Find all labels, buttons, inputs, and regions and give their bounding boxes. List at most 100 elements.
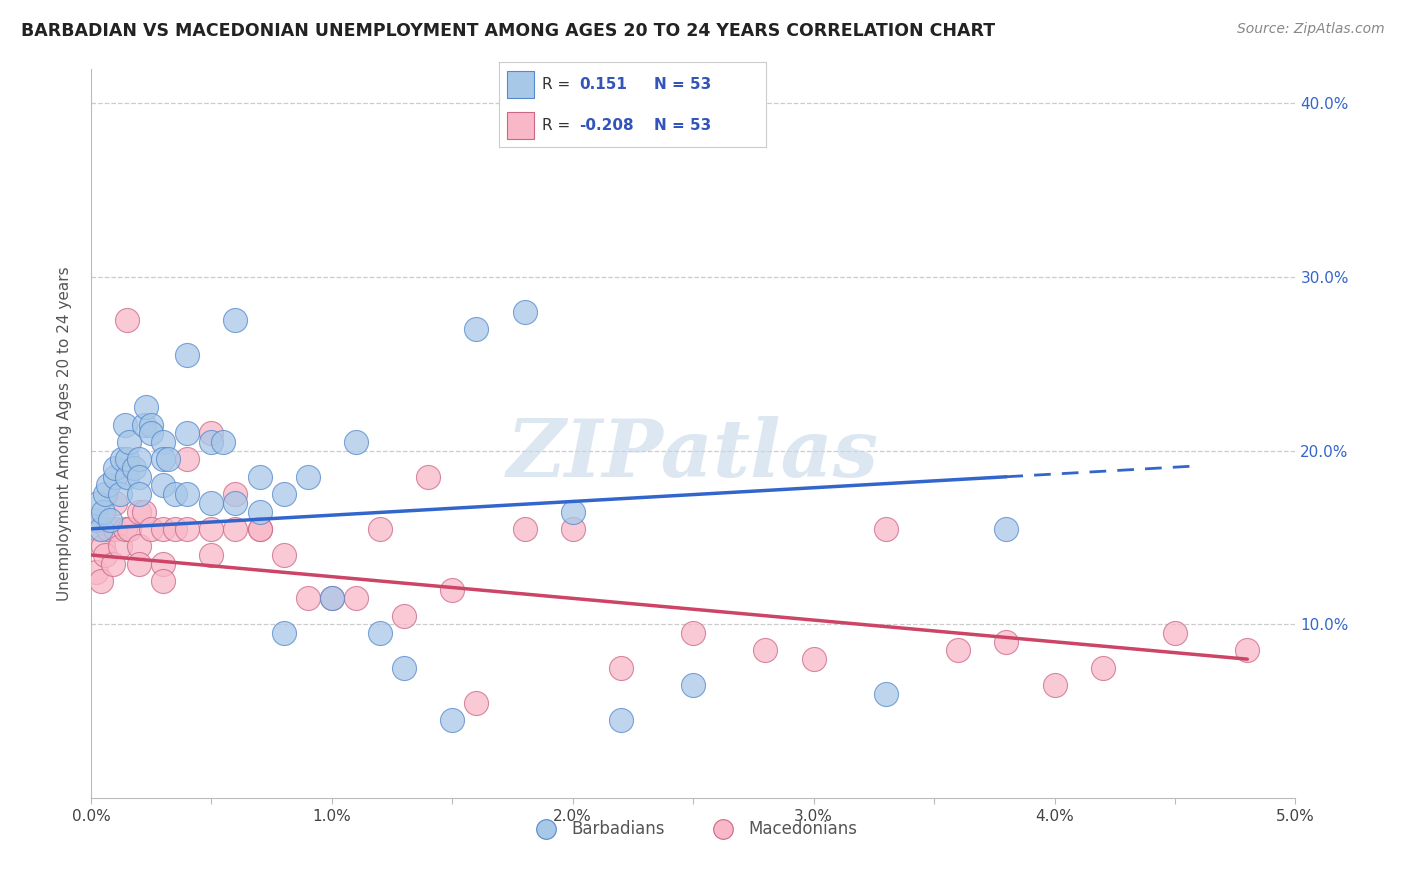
Point [152, 522, 174, 536]
Point [115, 313, 138, 327]
Point [157, 452, 180, 467]
Point [94, 548, 117, 562]
Point [610, 713, 633, 727]
Text: ZIPatlas: ZIPatlas [508, 417, 879, 494]
Text: N = 53: N = 53 [654, 118, 711, 133]
Point [111, 452, 134, 467]
Point [682, 626, 704, 640]
Point [200, 548, 222, 562]
Point [152, 435, 174, 450]
Point [754, 643, 776, 657]
Point [273, 626, 295, 640]
Point [115, 469, 138, 483]
Point [344, 591, 367, 606]
Point [803, 652, 825, 666]
Bar [508, 71, 534, 98]
Point [128, 539, 150, 553]
Point [101, 557, 124, 571]
Point [165, 522, 187, 536]
Point [141, 417, 163, 432]
Point [152, 452, 174, 467]
Point [97, 522, 120, 536]
Point [104, 522, 127, 536]
Point [441, 582, 464, 597]
Point [152, 478, 174, 492]
Point [128, 487, 150, 501]
Point [321, 591, 343, 606]
Point [1236, 643, 1258, 657]
Point [124, 461, 146, 475]
Point [128, 469, 150, 483]
Bar [508, 112, 534, 139]
Point [200, 426, 222, 441]
Point [118, 435, 141, 450]
Point [392, 661, 415, 675]
Point [344, 435, 367, 450]
Point [418, 469, 440, 483]
Point [128, 452, 150, 467]
Point [176, 348, 198, 362]
Point [91, 539, 114, 553]
Text: -0.208: -0.208 [579, 118, 634, 133]
Y-axis label: Unemployment Among Ages 20 to 24 years: Unemployment Among Ages 20 to 24 years [58, 266, 72, 600]
Point [465, 322, 488, 336]
Point [108, 539, 131, 553]
Point [118, 522, 141, 536]
Text: R =: R = [541, 118, 569, 133]
Text: BARBADIAN VS MACEDONIAN UNEMPLOYMENT AMONG AGES 20 TO 24 YEARS CORRELATION CHART: BARBADIAN VS MACEDONIAN UNEMPLOYMENT AMO… [21, 22, 995, 40]
Point [948, 643, 970, 657]
Point [875, 687, 897, 701]
Point [115, 452, 138, 467]
Point [200, 522, 222, 536]
Point [224, 496, 246, 510]
Legend: Barbadians, Macedonians: Barbadians, Macedonians [523, 814, 863, 845]
Point [249, 522, 271, 536]
Point [297, 591, 319, 606]
Point [224, 487, 246, 501]
Point [114, 522, 136, 536]
Point [135, 401, 157, 415]
Point [132, 504, 155, 518]
Text: R =: R = [541, 77, 569, 92]
Point [128, 504, 150, 518]
Point [200, 435, 222, 450]
Point [224, 313, 246, 327]
Point [132, 417, 155, 432]
Point [176, 426, 198, 441]
Point [875, 522, 897, 536]
Point [392, 608, 415, 623]
Point [682, 678, 704, 692]
Point [610, 661, 633, 675]
Point [104, 496, 127, 510]
Point [273, 487, 295, 501]
Point [297, 469, 319, 483]
Point [1091, 661, 1114, 675]
Point [152, 557, 174, 571]
Point [1043, 678, 1066, 692]
Point [368, 522, 391, 536]
Point [90, 574, 112, 588]
Text: Source: ZipAtlas.com: Source: ZipAtlas.com [1237, 22, 1385, 37]
Point [200, 496, 222, 510]
Point [995, 634, 1018, 648]
Point [249, 504, 271, 518]
Point [152, 574, 174, 588]
Point [108, 487, 131, 501]
Point [98, 513, 121, 527]
Point [141, 522, 163, 536]
Point [94, 487, 117, 501]
Point [995, 522, 1018, 536]
Point [176, 487, 198, 501]
Point [561, 504, 583, 518]
Point [87, 522, 110, 536]
Point [90, 522, 112, 536]
Point [321, 591, 343, 606]
Point [87, 496, 110, 510]
Text: 0.151: 0.151 [579, 77, 627, 92]
Point [249, 522, 271, 536]
Text: N = 53: N = 53 [654, 77, 711, 92]
Point [176, 452, 198, 467]
Point [441, 713, 464, 727]
Point [141, 426, 163, 441]
Point [513, 304, 536, 318]
